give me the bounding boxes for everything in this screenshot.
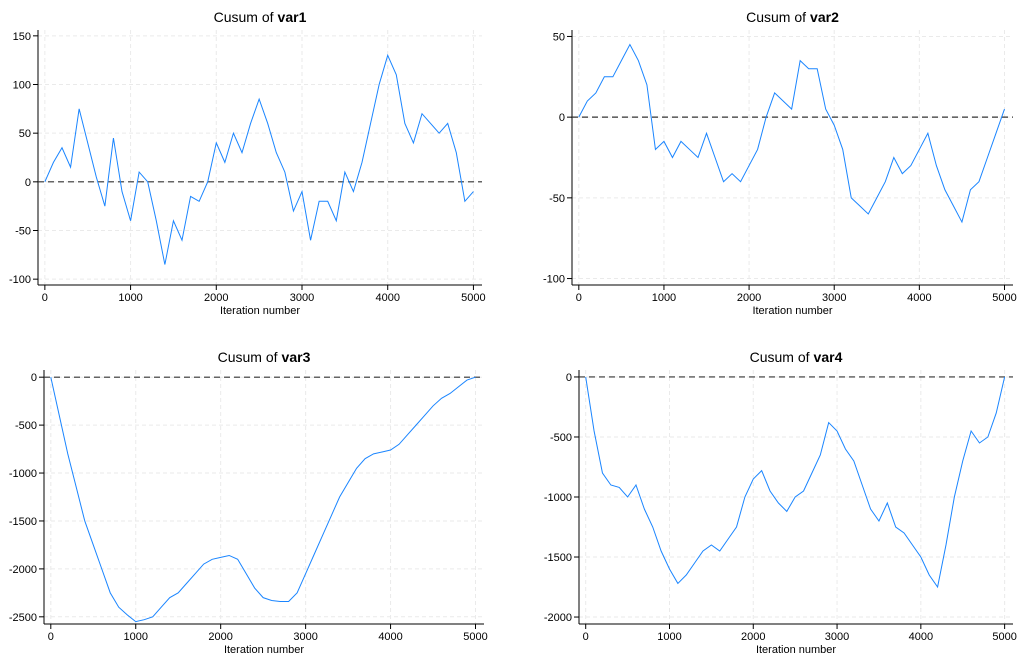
y-tick-label: -50 [15, 225, 31, 237]
x-tick-label: 0 [42, 292, 48, 304]
x-tick-label: 2000 [204, 292, 228, 304]
title-text: Cusum of [218, 349, 278, 365]
subplot: Cusum of var4 -2000 -1500 -1000 -500 0 0 1000 200… [544, 349, 1017, 656]
y-tick-label: -2500 [9, 612, 37, 624]
x-tick-label: 0 [48, 631, 54, 643]
data-line [50, 376, 476, 623]
y-tick-label: 0 [559, 112, 565, 124]
x-tick-label: 1000 [657, 631, 681, 643]
x-tick-label: 4000 [909, 631, 933, 643]
y-tick-label: -1000 [544, 492, 572, 504]
x-tick-label: 1000 [652, 292, 676, 304]
x-tick-label: 2000 [741, 631, 765, 643]
x-tick-label: 5000 [992, 631, 1016, 643]
y-tick-label: -100 [543, 274, 565, 286]
x-tick-label: 0 [583, 631, 589, 643]
title-variable: var3 [282, 349, 311, 365]
y-tick-label: -1500 [544, 552, 572, 564]
x-tick-label: 4000 [375, 292, 399, 304]
y-tick-label: 0 [25, 177, 31, 189]
subplot-title: Cusum of var1 [214, 9, 307, 25]
x-axis-label: Iteration number [756, 644, 836, 656]
x-tick-label: 3000 [822, 292, 846, 304]
x-axis-label: Iteration number [752, 305, 832, 317]
x-tick-label: 3000 [825, 631, 849, 643]
x-tick-label: 4000 [907, 292, 931, 304]
x-tick-label: 4000 [378, 631, 402, 643]
x-tick-label: 2000 [737, 292, 761, 304]
x-tick-label: 1000 [123, 631, 147, 643]
subplot: Cusum of var1 -100 -50 0 50 100 150 0 1000 2000 300… [9, 9, 486, 317]
title-variable: var1 [278, 9, 307, 25]
subplot-title: Cusum of var4 [750, 349, 843, 365]
y-tick-label: -500 [15, 420, 37, 432]
y-tick-label: 50 [553, 31, 565, 43]
y-tick-label: 100 [13, 80, 31, 92]
y-tick-label: -100 [9, 274, 31, 286]
data-line [585, 376, 1006, 589]
x-tick-label: 2000 [208, 631, 232, 643]
x-tick-label: 5000 [461, 292, 485, 304]
y-tick-label: -500 [550, 432, 572, 444]
x-axis-label: Iteration number [224, 644, 304, 656]
title-text: Cusum of [214, 9, 274, 25]
data-line [44, 53, 474, 265]
x-tick-label: 5000 [992, 292, 1016, 304]
y-tick-label: 0 [31, 372, 37, 384]
subplot: Cusum of var3 -2500 -2000 -1500 -1000 -500 0 0 10… [9, 349, 488, 656]
x-tick-label: 3000 [293, 631, 317, 643]
y-tick-label: -2000 [544, 612, 572, 624]
y-tick-label: -2000 [9, 564, 37, 576]
x-tick-label: 5000 [463, 631, 487, 643]
y-tick-label: 50 [19, 128, 31, 140]
x-tick-label: 1000 [118, 292, 142, 304]
y-tick-label: 150 [13, 31, 31, 43]
y-tick-label: -1000 [9, 468, 37, 480]
x-tick-label: 0 [576, 292, 582, 304]
x-tick-label: 3000 [290, 292, 314, 304]
title-variable: var4 [814, 349, 843, 365]
y-tick-label: -50 [549, 193, 565, 205]
subplot-title: Cusum of var2 [746, 9, 839, 25]
subplot-title: Cusum of var3 [218, 349, 311, 365]
y-tick-label: -1500 [9, 516, 37, 528]
title-text: Cusum of [746, 9, 806, 25]
title-text: Cusum of [750, 349, 810, 365]
x-axis-label: Iteration number [220, 305, 300, 317]
data-line [578, 43, 1005, 224]
y-tick-label: 0 [566, 372, 572, 384]
title-variable: var2 [810, 9, 839, 25]
